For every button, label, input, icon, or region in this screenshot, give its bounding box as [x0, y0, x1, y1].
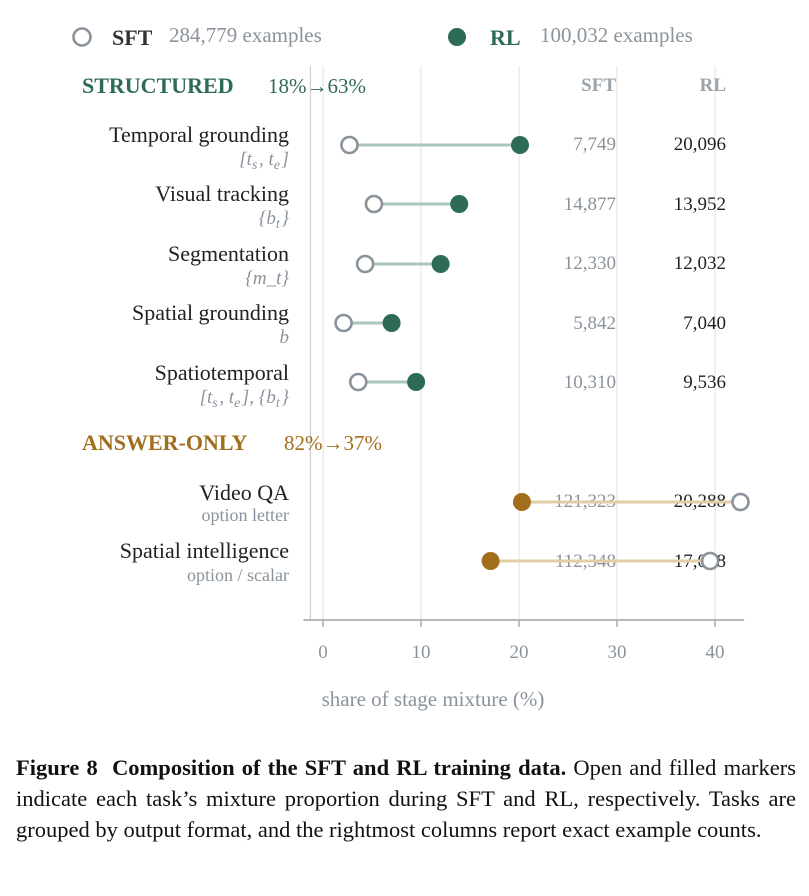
sft-count: 12,330	[564, 253, 616, 274]
task-format: option / scalar	[187, 565, 289, 585]
column-header-rl: RL	[700, 75, 726, 96]
sft-marker	[364, 194, 384, 214]
group-shift-structured: 18%→63%	[268, 74, 366, 98]
x-tick-label: 30	[608, 642, 627, 663]
legend-sft-count: 284,779 examples	[169, 23, 322, 47]
x-tick-label: 20	[510, 642, 529, 663]
rl-count: 12,032	[674, 253, 726, 274]
rl-marker	[510, 136, 529, 154]
rl-marker	[407, 373, 426, 391]
sft-count: 5,842	[573, 313, 616, 334]
sft-marker	[700, 551, 720, 571]
rl-count: 20,096	[674, 134, 726, 155]
legend-sft-label: SFT	[112, 25, 153, 50]
task-format-math: {bt }	[259, 208, 290, 232]
sft-marker	[348, 372, 368, 392]
task-label: Segmentation	[168, 241, 289, 266]
caption-body: Open and filled markers indicate each ta…	[16, 755, 797, 842]
legend-rl-count: 100,032 examples	[540, 23, 693, 47]
legend-rl-label: RL	[490, 25, 521, 50]
caption-label: Figure 8	[16, 755, 98, 780]
rl-marker	[512, 493, 531, 511]
sft-count: 14,877	[564, 194, 616, 215]
x-tick-label: 40	[706, 642, 725, 663]
rl-marker	[450, 195, 469, 213]
task-format-math: [ts , te ]	[239, 149, 289, 173]
figure-caption: Figure 8 Composition of the SFT and RL t…	[16, 752, 796, 845]
x-tick-label: 10	[412, 642, 431, 663]
group-shift-answer-only: 82%→37%	[284, 431, 382, 455]
sft-marker	[355, 254, 375, 274]
task-labels: Temporal grounding Visual tracking Segme…	[109, 122, 289, 563]
task-label: Spatiotemporal	[155, 360, 289, 385]
x-tick-label: 0	[318, 642, 328, 663]
sft-count: 10,310	[564, 372, 616, 393]
task-label: Spatial grounding	[132, 300, 289, 325]
rl-marker	[431, 255, 450, 273]
task-format: option letter	[202, 505, 289, 525]
column-header-sft: SFT	[581, 75, 616, 96]
legend-rl-marker	[448, 28, 466, 46]
caption-title: Composition of the SFT and RL training d…	[112, 755, 567, 780]
rl-count: 13,952	[674, 194, 726, 215]
legend: SFT 284,779 examples RL 100,032 examples	[72, 23, 693, 50]
x-axis-ticks: 0 10 20 30 40	[318, 620, 725, 663]
task-label: Visual tracking	[155, 181, 289, 206]
task-formats: [ts , te ] {bt } {m_t} b [ts , te ], {bt…	[187, 149, 289, 585]
x-axis-title: share of stage mixture (%)	[322, 687, 545, 711]
sft-count: 7,749	[573, 134, 616, 155]
rl-count: 9,536	[683, 372, 726, 393]
task-format-math: [ts , te ], {bt }	[200, 387, 290, 411]
sft-marker	[340, 135, 359, 155]
group-header-structured: STRUCTURED	[82, 73, 234, 98]
task-format-math: b	[280, 327, 290, 348]
rl-marker	[382, 314, 401, 332]
group-header-answer-only: ANSWER-ONLY	[82, 430, 248, 455]
count-columns: 7,749 20,096 14,877 13,952 12,330 12,032…	[554, 134, 726, 572]
task-label: Video QA	[199, 480, 289, 505]
rl-count: 7,040	[683, 313, 726, 334]
legend-sft-marker	[72, 27, 92, 47]
sft-marker	[731, 492, 750, 512]
sft-marker	[334, 313, 353, 333]
task-label: Temporal grounding	[109, 122, 289, 147]
grid-lines	[322, 66, 716, 620]
dumbbell-marks	[334, 135, 750, 571]
task-format-math: {m_t}	[245, 268, 289, 289]
rl-marker	[481, 552, 500, 570]
task-label: Spatial intelligence	[120, 538, 289, 563]
mixture-dumbbell-chart: 0 10 20 30 40 share of stage mixture (%) SFT…	[72, 23, 750, 711]
